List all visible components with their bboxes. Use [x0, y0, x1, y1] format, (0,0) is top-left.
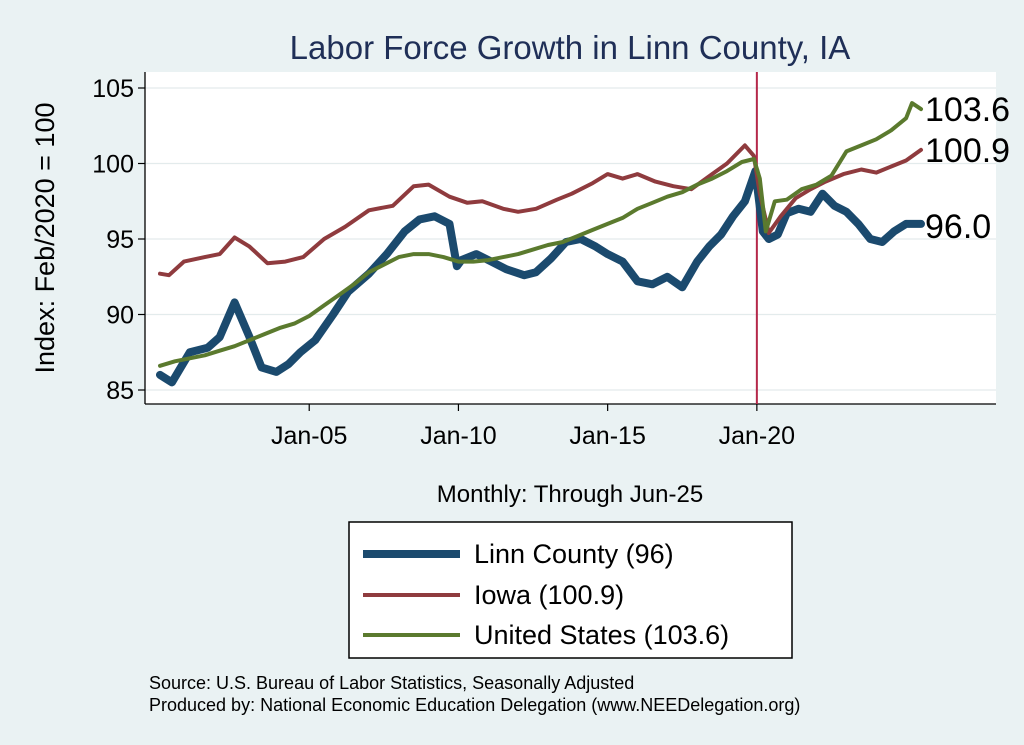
x-tick-label: Jan-15 — [569, 422, 645, 450]
x-tick-label: Jan-05 — [271, 422, 347, 450]
y-tick-labels: 85 90 95 100 105 — [92, 75, 134, 405]
y-axis-label: Index: Feb/2020 = 100 — [30, 103, 60, 374]
end-label-iowa: 100.9 — [925, 132, 1010, 170]
legend-label: United States (103.6) — [474, 620, 729, 650]
x-tick-labels: Jan-05 Jan-10 Jan-15 Jan-20 — [271, 422, 795, 450]
y-tick-label: 100 — [92, 151, 134, 179]
chart-title: Labor Force Growth in Linn County, IA — [290, 29, 851, 66]
series-line-united-states — [158, 101, 923, 368]
axes — [138, 72, 996, 411]
legend: Linn County (96) Iowa (100.9) United State… — [348, 521, 793, 659]
y-tick-label: 105 — [92, 75, 134, 103]
series-line-iowa — [158, 143, 923, 278]
end-label-linn-county: 96.0 — [925, 208, 991, 246]
end-label-united-states: 103.6 — [925, 91, 1010, 129]
y-tick-label: 85 — [106, 377, 134, 405]
legend-label: Linn County (96) — [474, 539, 674, 569]
y-tick-label: 90 — [106, 302, 134, 330]
y-tick-label: 95 — [106, 226, 134, 254]
legend-label: Iowa (100.9) — [474, 580, 624, 610]
footer-source: Source: U.S. Bureau of Labor Statistics,… — [149, 673, 634, 693]
x-axis-label: Monthly: Through Jun-25 — [437, 481, 703, 508]
series-line-linn-county — [156, 167, 925, 387]
x-tick-label: Jan-10 — [420, 422, 496, 450]
series-lines — [156, 72, 925, 404]
footer-produced-by: Produced by: National Economic Education… — [149, 695, 800, 715]
x-tick-label: Jan-20 — [719, 422, 795, 450]
